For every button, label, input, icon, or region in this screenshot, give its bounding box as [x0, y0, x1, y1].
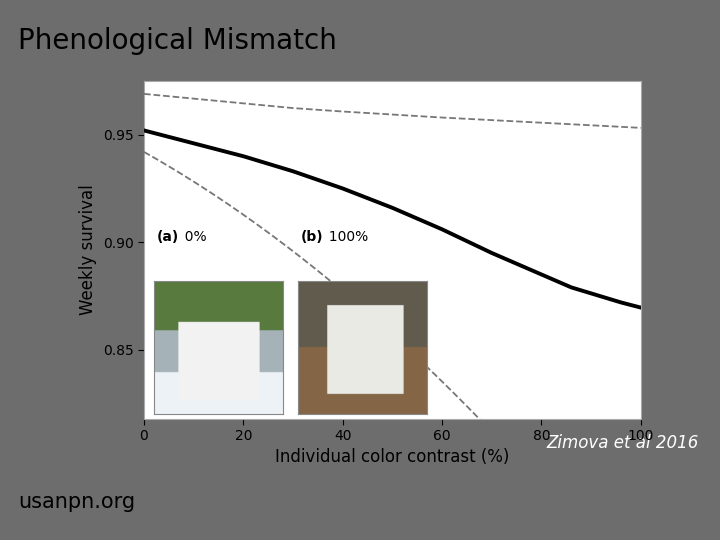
Text: 100%: 100%: [320, 231, 369, 245]
Text: usanpn.org: usanpn.org: [18, 492, 135, 512]
Text: (b): (b): [300, 231, 323, 245]
X-axis label: Individual color contrast (%): Individual color contrast (%): [275, 449, 510, 467]
Text: 0%: 0%: [176, 231, 207, 245]
Text: (a): (a): [156, 231, 179, 245]
Y-axis label: Weekly survival: Weekly survival: [79, 184, 97, 315]
Text: Phenological Mismatch: Phenological Mismatch: [18, 26, 337, 55]
Text: Zimova et al 2016: Zimova et al 2016: [546, 434, 698, 453]
